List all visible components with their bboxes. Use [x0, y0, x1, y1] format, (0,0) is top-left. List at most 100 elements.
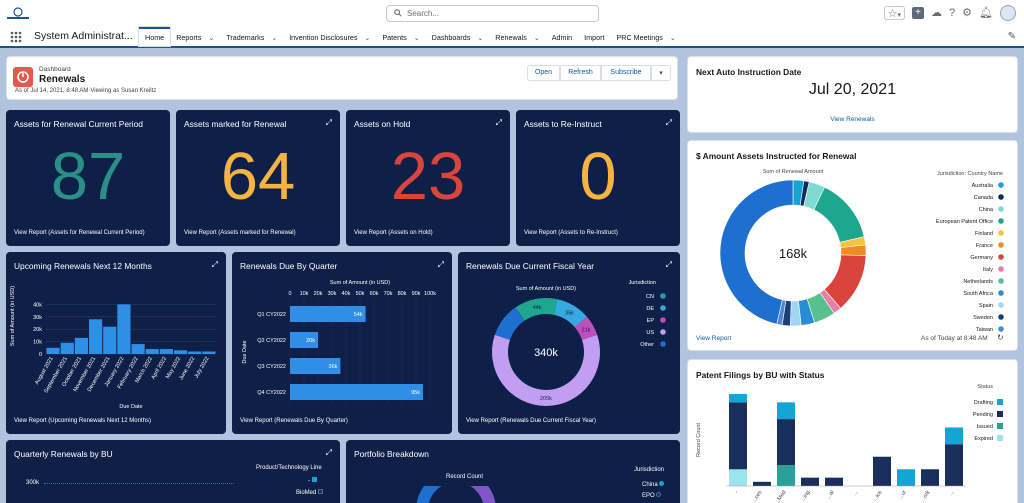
legend-item: China	[642, 481, 665, 488]
chevron-down-icon[interactable]: ⌄	[364, 35, 371, 42]
chart-subtitle: Sum of Amount (in USD)	[516, 286, 576, 292]
nav-tab-home[interactable]: Home	[139, 27, 171, 46]
nav-tab-dashboards[interactable]: Dashboards ⌄	[426, 27, 490, 46]
chevron-down-icon[interactable]: ⌄	[533, 35, 540, 42]
as-of-timestamp: As of Today at 8:48 AM	[921, 335, 988, 342]
nav-tab-import[interactable]: Import	[578, 27, 610, 46]
bar	[290, 306, 366, 322]
chevron-down-icon[interactable]: ⌄	[477, 35, 484, 42]
nav-tab-label: Reports	[176, 33, 202, 42]
metric-title: Assets on Hold	[354, 119, 411, 129]
legend-swatch	[660, 329, 666, 335]
upcoming-renewals-chart: Sum of Amount (in USD)010k20k30k40kAugus…	[10, 286, 216, 410]
subscribe-button[interactable]: Subscribe	[601, 65, 651, 81]
legend-item: BioMed	[296, 489, 324, 496]
nav-tab-invention-disclosures[interactable]: Invention Disclosures ⌄	[283, 27, 376, 46]
renewals-fiscal-year-chart: Sum of Amount (in USD) 44k 35k 21k 205k 340k J…	[492, 280, 666, 406]
legend-item: Spain	[979, 303, 993, 309]
edit-nav-icon[interactable]: ✎	[1007, 31, 1016, 42]
refresh-icon[interactable]: ↻	[997, 333, 1004, 342]
chart-subtitle: Sum of Renewal Amount	[763, 169, 824, 175]
view-report-link[interactable]: View Report	[696, 335, 732, 342]
bar	[825, 477, 843, 486]
view-report-link[interactable]: View Report (Assets to Re-Instruct)	[524, 230, 618, 236]
y-tick-label: 30k	[33, 315, 42, 321]
nav-tab-label: PRC Meetings	[616, 33, 663, 42]
amount-instructed-card: $ Amount Assets Instructed for Renewal S…	[687, 140, 1018, 351]
dashboard-type-label: Dashboard	[39, 66, 71, 73]
legend-item: South Africa	[963, 291, 994, 297]
nav-tab-trademarks[interactable]: Trademarks ⌄	[220, 27, 283, 46]
expand-icon[interactable]: ⤢	[211, 260, 218, 269]
more-actions-button[interactable]: ▾	[651, 65, 671, 81]
donut-slice	[813, 186, 865, 243]
company-logo	[7, 7, 29, 19]
favorites-star-icon[interactable]: ☆▾	[883, 6, 906, 20]
nav-tab-reports[interactable]: Reports ⌄	[170, 27, 220, 46]
nav-tab-patents[interactable]: Patents ⌄	[376, 27, 425, 46]
expand-icon[interactable]: ⤢	[325, 118, 332, 127]
view-report-link[interactable]: View Report (Assets on Hold)	[354, 230, 433, 236]
trailhead-icon[interactable]: ☁	[931, 7, 943, 19]
view-report-link[interactable]: View Report (Renewals Due By Quarter)	[240, 418, 348, 424]
expand-icon[interactable]: ⤢	[325, 448, 332, 457]
expand-icon[interactable]: ⤢	[437, 260, 444, 269]
legend-title: Jurisdiction	[628, 280, 656, 286]
bar	[159, 349, 173, 354]
chevron-down-icon[interactable]: ▾	[897, 12, 902, 19]
expand-icon[interactable]: ⤢	[665, 118, 672, 127]
view-report-link[interactable]: View Report (Assets marked for Renewal)	[184, 230, 296, 236]
bar	[729, 402, 747, 470]
legend-item: US	[646, 330, 654, 336]
chevron-down-icon[interactable]: ⌄	[271, 35, 278, 42]
portfolio-breakdown-card: Portfolio Breakdown Record Count Jurisdi…	[346, 440, 680, 503]
bar	[202, 351, 216, 354]
add-icon[interactable]: +	[912, 7, 925, 19]
user-avatar[interactable]	[1000, 5, 1016, 21]
notifications-bell-icon[interactable]: 🔔︎	[979, 7, 993, 19]
chevron-down-icon: ▾	[659, 70, 663, 77]
help-icon[interactable]: ?	[949, 7, 956, 19]
nav-tab-renewals[interactable]: Renewals ⌄	[489, 27, 545, 46]
nav-tab-admin[interactable]: Admin	[546, 27, 578, 46]
bar	[921, 469, 939, 486]
settings-gear-icon[interactable]: ⚙	[962, 7, 973, 19]
nav-tab-label: Dashboards	[431, 33, 471, 42]
legend-swatch	[998, 182, 1004, 188]
legend-swatch	[998, 266, 1004, 272]
nav-tab-prc-meetings[interactable]: PRC Meetings ⌄	[610, 27, 681, 46]
view-report-link[interactable]: View Report (Assets for Renewal Current …	[14, 230, 145, 236]
bar	[729, 394, 747, 403]
metric-title: Assets marked for Renewal	[184, 119, 287, 129]
app-launcher-icon[interactable]	[10, 31, 22, 43]
nav-tab-label: Import	[584, 33, 605, 42]
bar	[897, 469, 915, 486]
chevron-down-icon[interactable]: ⌄	[413, 35, 420, 42]
x-tick-label: 0	[288, 291, 291, 297]
legend-swatch	[998, 302, 1004, 308]
refresh-button[interactable]: Refresh	[560, 65, 601, 81]
nav-tab-label: Patents	[382, 33, 407, 42]
legend-swatch	[997, 423, 1003, 429]
view-report-link[interactable]: View Report (Upcoming Renewals Next 12 M…	[14, 418, 151, 424]
nav-tab-label: Home	[145, 33, 165, 42]
chart-title: Quarterly Renewals by BU	[14, 449, 113, 459]
view-report-link[interactable]: View Report (Renewals Due Current Fiscal…	[466, 418, 596, 424]
expand-icon[interactable]: ⤢	[495, 118, 502, 127]
chevron-down-icon[interactable]: ⌄	[669, 35, 676, 42]
metric-title: Assets for Renewal Current Period	[14, 119, 143, 129]
patent-filings-chart: Record Count - ...ces ...Med ...ing ...al....…	[696, 384, 1003, 503]
legend-swatch	[311, 477, 317, 482]
x-tick-label: 10k	[300, 291, 309, 297]
nav-tab-label: Trademarks	[226, 33, 265, 42]
chevron-down-icon[interactable]: ⌄	[208, 35, 215, 42]
legend-swatch	[660, 305, 666, 311]
bar	[89, 319, 103, 354]
chart-title: Renewals Due Current Fiscal Year	[466, 261, 595, 271]
global-search-input[interactable]: Search...	[386, 5, 599, 22]
page-title: Renewals	[39, 74, 86, 85]
open-button[interactable]: Open	[527, 65, 560, 81]
view-renewals-link[interactable]: View Renewals	[830, 116, 875, 123]
expand-icon[interactable]: ⤢	[665, 260, 672, 269]
chart-title: Portfolio Breakdown	[354, 449, 429, 459]
